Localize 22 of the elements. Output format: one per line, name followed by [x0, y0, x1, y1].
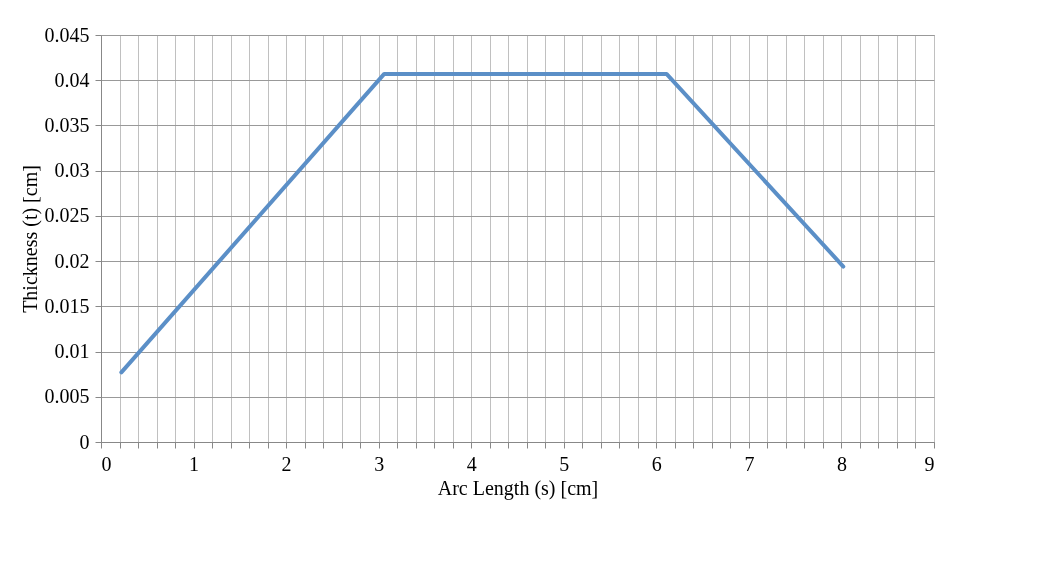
y-tick-label: 0: [79, 430, 90, 453]
x-tick-label: 3: [374, 452, 385, 475]
x-tick-label: 8: [836, 452, 847, 475]
x-tick-label: 5: [559, 452, 570, 475]
y-tick-label: 0.01: [54, 340, 90, 363]
y-tick-label: 0.04: [54, 68, 90, 91]
x-tick-label: 9: [924, 452, 935, 475]
y-tick-label: 0.035: [44, 113, 90, 136]
y-tick-label: 0.03: [54, 159, 90, 182]
y-tick-label: 0.025: [44, 204, 90, 227]
x-axis-title: Arc Length (s) [cm]: [437, 476, 599, 500]
y-tick-label: 0.02: [54, 249, 90, 272]
x-tick-label: 1: [189, 452, 200, 475]
y-axis-title: Thickness (t) [cm]: [18, 165, 42, 313]
x-tick-label: 0: [101, 452, 112, 475]
y-tick-label: 0.005: [44, 385, 90, 408]
x-tick-label: 7: [744, 452, 755, 475]
x-tick-label: 4: [466, 452, 477, 475]
x-tick-label: 2: [281, 452, 292, 475]
y-tick-label: 0.045: [44, 23, 90, 46]
y-tick-label: 0.015: [44, 294, 90, 317]
x-tick-label: 6: [651, 452, 662, 475]
